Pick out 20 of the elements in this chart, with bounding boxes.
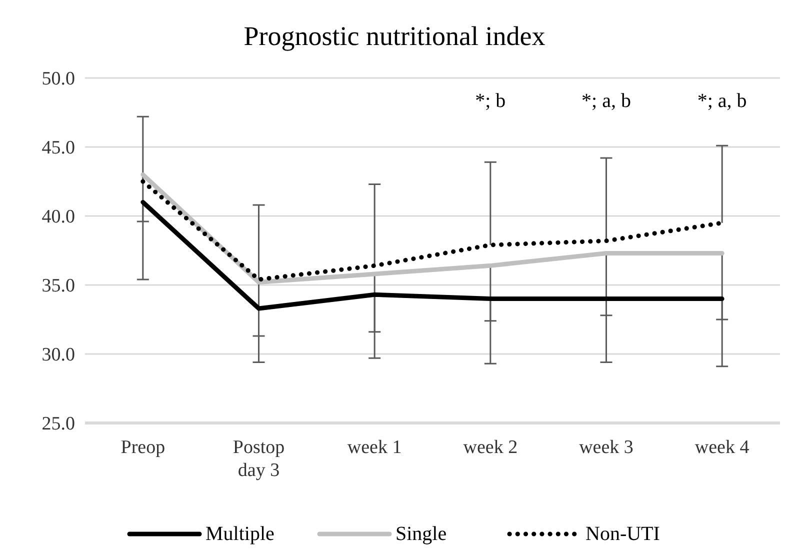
x-tick-label: Preop bbox=[120, 437, 166, 458]
x-tick-label: week 4 bbox=[694, 437, 750, 458]
y-tick-label: 50.0 bbox=[42, 68, 75, 90]
legend-label: Multiple bbox=[206, 523, 275, 545]
annotation: *; a, b bbox=[582, 90, 631, 112]
y-tick-label: 25.0 bbox=[42, 414, 75, 435]
y-tick-label: 40.0 bbox=[42, 206, 75, 228]
y-tick-label: 30.0 bbox=[42, 344, 75, 366]
legend-label: Non-UTI bbox=[586, 523, 660, 545]
y-tick-label: 45.0 bbox=[42, 138, 75, 159]
x-tick-label: week 3 bbox=[579, 437, 634, 458]
annotation: *; b bbox=[475, 90, 506, 112]
annotation: *; a, b bbox=[697, 90, 747, 112]
legend-label: Single bbox=[396, 523, 447, 545]
line-series bbox=[140, 200, 724, 311]
y-tick-label: 35.0 bbox=[42, 276, 75, 297]
x-tick-label: week 1 bbox=[347, 437, 402, 458]
x-tick-label: Postop day 3 bbox=[232, 437, 285, 481]
x-tick-label: week 2 bbox=[463, 437, 518, 458]
chart-title: Prognostic nutritional index bbox=[244, 21, 546, 51]
